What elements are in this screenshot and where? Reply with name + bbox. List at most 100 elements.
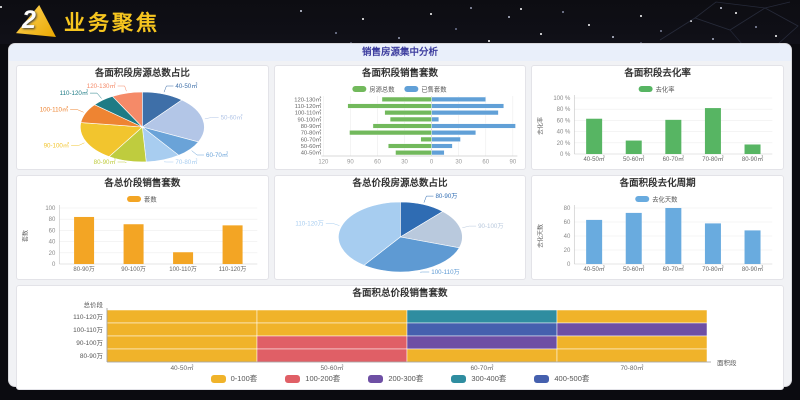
matrix-cell-100-110万-70-80㎡[interactable] bbox=[556, 322, 708, 337]
chart-title: 各面积总价段销售套数 bbox=[352, 288, 448, 299]
pie-leader-line bbox=[204, 117, 219, 120]
bar-已售套数-70-80㎡[interactable] bbox=[431, 130, 476, 136]
bar-80-90㎡[interactable] bbox=[744, 230, 761, 264]
bar-40-50㎡[interactable] bbox=[586, 118, 603, 154]
bar-50-60㎡[interactable] bbox=[626, 140, 643, 154]
pie-label: 40-50㎡ bbox=[175, 82, 198, 90]
area-sales-tornado-chart[interactable]: 房源总数 已售套数 120 90 60 30 0 30 60 90 120-130㎡ 110-120㎡… bbox=[275, 80, 526, 168]
bar-110-120万[interactable] bbox=[222, 225, 243, 264]
row-label: 100-110万 bbox=[73, 326, 103, 334]
matrix-cell-90-100万-40-50㎡[interactable] bbox=[106, 335, 258, 350]
app-title: 业务聚焦 bbox=[64, 12, 160, 35]
matrix-cell-90-100万-50-60㎡[interactable] bbox=[256, 335, 408, 350]
chart-text: 60 bbox=[564, 220, 571, 226]
bar-房源总数-50-60㎡[interactable] bbox=[387, 143, 432, 149]
bar-房源总数-90-100㎡[interactable] bbox=[389, 116, 432, 122]
bar-房源总数-70-80㎡[interactable] bbox=[348, 130, 432, 136]
bar-70-80㎡[interactable] bbox=[705, 223, 722, 264]
legend-item-0-100套[interactable]: 0-100套 bbox=[210, 373, 258, 384]
price-total-pie-chart[interactable]: 80-90万 90-100万 100-110万 110-120万 bbox=[275, 190, 526, 278]
price-sales-bar-chart[interactable]: 套数 0 20 40 60 80 100 套数 80-90万 90-100万 100-110万 110… bbox=[17, 190, 268, 278]
chart-text: 0 bbox=[430, 160, 434, 166]
legend-item-100-200套[interactable]: 100-200套 bbox=[285, 373, 340, 384]
bar-房源总数-110-120㎡[interactable] bbox=[347, 103, 432, 109]
pie-slice-120-130㎡[interactable] bbox=[111, 91, 143, 128]
legend-label: 400-500套 bbox=[554, 374, 590, 383]
bar-70-80㎡[interactable] bbox=[705, 108, 722, 154]
bar-80-90㎡[interactable] bbox=[744, 144, 761, 154]
bar-房源总数-120-130㎡[interactable] bbox=[381, 96, 432, 102]
bar-已售套数-100-110㎡[interactable] bbox=[431, 110, 499, 116]
matrix-cell-110-120万-70-80㎡[interactable] bbox=[556, 309, 708, 324]
matrix-cell-100-110万-50-60㎡[interactable] bbox=[256, 322, 408, 337]
bar-已售套数-110-120㎡[interactable] bbox=[431, 103, 504, 109]
matrix-cell-100-110万-60-70㎡[interactable] bbox=[406, 322, 558, 337]
bar-房源总数-100-110㎡[interactable] bbox=[384, 110, 432, 116]
matrix-cell-80-90万-60-70㎡[interactable] bbox=[406, 348, 558, 363]
pie-label: 100-110㎡ bbox=[40, 106, 69, 114]
matrix-cell-80-90万-70-80㎡[interactable] bbox=[556, 348, 708, 363]
chart-text: 90 bbox=[509, 160, 516, 166]
legend-swatch-房源总数[interactable] bbox=[351, 86, 366, 92]
bar-已售套数-80-90㎡[interactable] bbox=[431, 123, 516, 129]
area-total-pie-chart[interactable]: 40-50㎡ 50-60㎡ 60-70㎡ 70-80㎡ 80-90㎡ 90-100㎡ 100… bbox=[17, 80, 268, 168]
pie-label: 50-60㎡ bbox=[221, 113, 244, 121]
bar-已售套数-90-100㎡[interactable] bbox=[431, 116, 439, 122]
bar-已售套数-60-70㎡[interactable] bbox=[431, 136, 461, 142]
legend-label: 房源总数 bbox=[369, 85, 395, 94]
legend-swatch-去化天数[interactable] bbox=[635, 196, 650, 202]
panel-price-total-pie: 各总价段房源总数占比 80-90万 90-100万 100-110万 110-120万 bbox=[273, 175, 527, 280]
chart-text: 60 bbox=[49, 228, 56, 234]
bar-房源总数-60-70㎡[interactable] bbox=[420, 136, 432, 142]
bar-100-110万[interactable] bbox=[173, 252, 194, 264]
chart-text: 0 % bbox=[560, 152, 571, 158]
matrix-cell-110-120万-40-50㎡[interactable] bbox=[106, 309, 258, 324]
chart-text: 100 bbox=[45, 206, 56, 212]
bar-已售套数-120-130㎡[interactable] bbox=[431, 96, 486, 102]
matrix-cell-110-120万-60-70㎡[interactable] bbox=[406, 309, 558, 324]
matrix-cell-80-90万-40-50㎡[interactable] bbox=[106, 348, 258, 363]
panel-area-removal-days: 各面积段去化周期 去化天数 0 20 40 60 80 去化天数 40-50㎡ 50-60㎡ 60… bbox=[531, 175, 784, 280]
legend-item-300-400套[interactable]: 300-400套 bbox=[451, 373, 506, 384]
bar-50-60㎡[interactable] bbox=[626, 212, 643, 264]
legend-label: 已售套数 bbox=[421, 85, 447, 94]
matrix-cell-90-100万-60-70㎡[interactable] bbox=[406, 335, 558, 350]
pie-label: 60-70㎡ bbox=[206, 151, 229, 159]
bar-已售套数-40-50㎡[interactable] bbox=[431, 150, 445, 156]
bar-60-70㎡[interactable] bbox=[665, 208, 682, 264]
bar-房源总数-80-90㎡[interactable] bbox=[372, 123, 432, 129]
pie-label: 110-120㎡ bbox=[60, 89, 89, 97]
bar-90-100万[interactable] bbox=[123, 224, 144, 264]
legend-label: 0-100套 bbox=[230, 374, 258, 383]
chart-title: 各面积段销售套数 bbox=[361, 68, 438, 79]
pie-leader-line bbox=[70, 109, 84, 113]
pie-slice-100-110万[interactable] bbox=[362, 236, 460, 273]
legend-swatch-已售套数[interactable] bbox=[403, 86, 418, 92]
area-removal-rate-chart[interactable]: 去化率 0 % 20 % 40 % 60 % 80 % 100 % 去化率 40-50㎡ 50-6… bbox=[532, 80, 783, 168]
pie-slice-50-60㎡[interactable] bbox=[141, 99, 205, 143]
app-header: 2 业务聚焦 bbox=[0, 0, 800, 44]
constellation-decoration bbox=[659, 1, 799, 44]
pie-slice-110-120万[interactable] bbox=[337, 201, 401, 266]
bar-已售套数-50-60㎡[interactable] bbox=[431, 143, 453, 149]
legend-swatch-去化率[interactable] bbox=[638, 86, 653, 92]
legend-swatch bbox=[285, 374, 301, 383]
bar-60-70㎡[interactable] bbox=[665, 119, 682, 154]
legend-item-400-500套[interactable]: 400-500套 bbox=[534, 373, 589, 384]
area-removal-days-chart[interactable]: 去化天数 0 20 40 60 80 去化天数 40-50㎡ 50-60㎡ 60-70㎡ 70-80… bbox=[532, 190, 783, 278]
bar-80-90万[interactable] bbox=[74, 216, 95, 264]
panel-area-price-matrix: 各面积总价段销售套数 总价段 110-120万 100-110万 90-100万 80-… bbox=[16, 285, 784, 390]
matrix-cell-100-110万-40-50㎡[interactable] bbox=[106, 322, 258, 337]
row-label: 90-100万 bbox=[76, 339, 103, 347]
matrix-cell-80-90万-50-60㎡[interactable] bbox=[256, 348, 408, 363]
area-price-matrix-chart[interactable]: 总价段 110-120万 100-110万 90-100万 80-90万 40-50㎡ 50… bbox=[17, 300, 783, 370]
pie-slice-90-100万[interactable] bbox=[399, 211, 463, 249]
matrix-cell-110-120万-50-60㎡[interactable] bbox=[256, 309, 408, 324]
matrix-cell-90-100万-70-80㎡[interactable] bbox=[556, 335, 708, 350]
bar-40-50㎡[interactable] bbox=[586, 219, 603, 264]
pie-slice-90-100㎡[interactable] bbox=[80, 122, 144, 157]
chart-text: 80 bbox=[564, 206, 571, 212]
legend-swatch-套数[interactable] bbox=[127, 196, 142, 202]
bar-房源总数-40-50㎡[interactable] bbox=[394, 150, 432, 156]
legend-item-200-300套[interactable]: 200-300套 bbox=[368, 373, 423, 384]
